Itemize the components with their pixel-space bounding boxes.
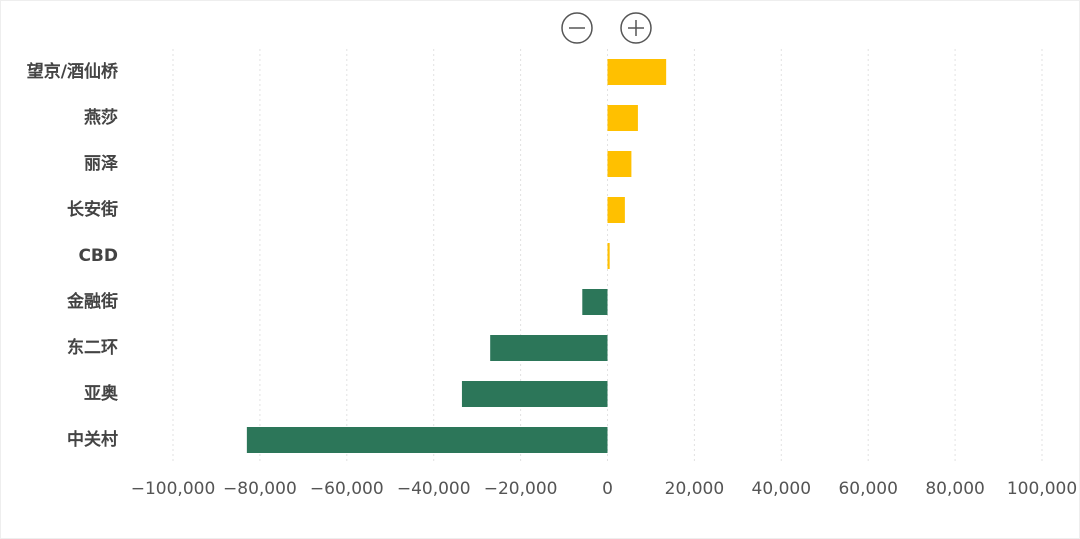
bar <box>246 427 608 453</box>
bar <box>461 381 608 407</box>
bar <box>607 151 632 177</box>
y-tick-label: 长安街 <box>67 199 118 220</box>
x-tick-label: 100,000 <box>1007 479 1077 499</box>
x-tick-label: −100,000 <box>131 479 216 499</box>
bar <box>607 243 610 269</box>
bar <box>607 197 625 223</box>
y-tick-label: 东二环 <box>67 337 118 358</box>
x-tick-label: −20,000 <box>484 479 558 499</box>
bar <box>607 59 667 85</box>
x-tick-label: −80,000 <box>223 479 297 499</box>
y-tick-label: 燕莎 <box>84 107 118 128</box>
x-tick-label: −60,000 <box>310 479 384 499</box>
x-tick-label: −40,000 <box>397 479 471 499</box>
y-tick-label: CBD <box>78 246 118 266</box>
y-tick-label: 中关村 <box>67 429 118 450</box>
zoom-out-button[interactable] <box>561 12 593 44</box>
bar <box>582 289 608 315</box>
x-tick-label: 40,000 <box>752 479 811 499</box>
zoom-in-button[interactable] <box>620 12 652 44</box>
y-tick-label: 亚奥 <box>84 383 119 404</box>
y-tick-label: 金融街 <box>66 291 118 312</box>
x-tick-label: 0 <box>602 479 613 499</box>
bar <box>607 105 638 131</box>
y-tick-label: 丽泽 <box>84 154 118 174</box>
bar <box>490 335 608 361</box>
y-tick-label: 望京/酒仙桥 <box>27 61 119 82</box>
x-tick-label: 60,000 <box>838 479 897 499</box>
x-tick-label: 80,000 <box>925 479 984 499</box>
x-tick-label: 20,000 <box>665 479 724 499</box>
